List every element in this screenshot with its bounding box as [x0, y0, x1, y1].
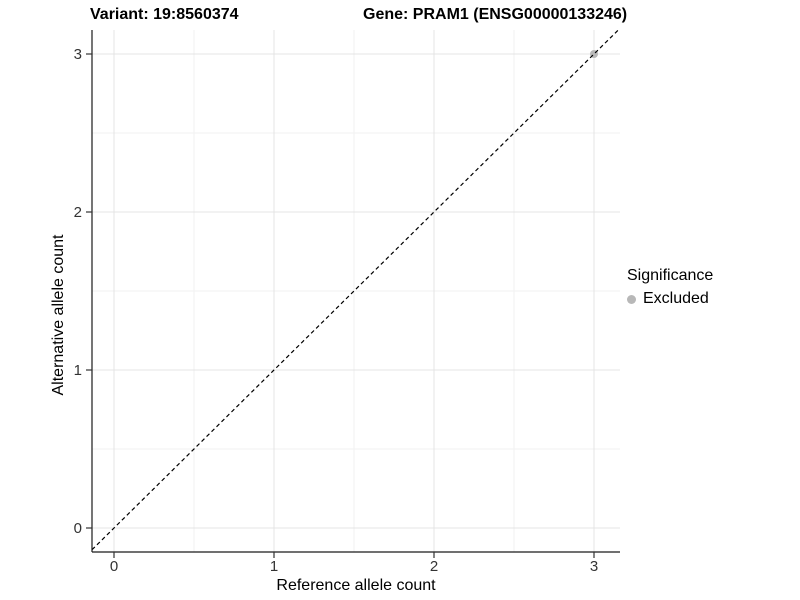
y-tick-label: 2: [74, 204, 82, 221]
x-tick-label: 2: [430, 558, 438, 575]
x-axis-title: Reference allele count: [276, 577, 436, 594]
legend-title: Significance: [627, 267, 714, 284]
variant-title: Variant: 19:8560374: [90, 6, 239, 23]
gene-title: Gene: PRAM1 (ENSG00000133246): [363, 6, 628, 23]
identity-dashed-line: [91, 29, 619, 551]
y-tick-label: 0: [74, 520, 82, 537]
legend: Significance Excluded: [627, 266, 713, 309]
x-tick-label: 3: [590, 558, 598, 575]
legend-item-label: Excluded: [643, 290, 709, 307]
y-tick-label: 3: [74, 46, 82, 63]
y-tick-label: 1: [74, 362, 82, 379]
x-tick-label: 1: [270, 558, 278, 575]
x-tick-label: 0: [110, 558, 118, 575]
legend-item-excluded: Excluded: [627, 289, 713, 309]
y-axis-title: Alternative allele count: [50, 234, 67, 396]
excluded-point-icon: [627, 294, 636, 304]
